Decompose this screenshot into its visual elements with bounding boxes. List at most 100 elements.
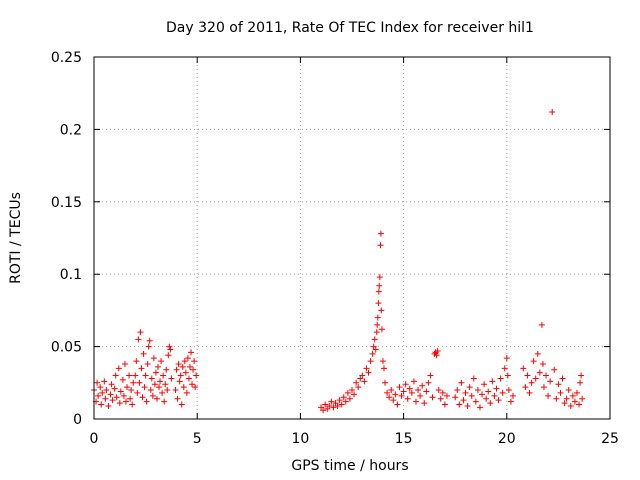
data-point [148,375,155,382]
data-point [417,392,424,399]
data-point [371,336,378,343]
data-point [553,395,560,402]
x-tick-label: 10 [291,431,309,447]
data-point [392,391,399,398]
data-point [117,388,124,395]
data-point [400,388,407,395]
data-point [377,242,384,249]
data-point [485,388,492,395]
data-point [380,365,387,372]
data-point [569,392,576,399]
data-point [547,378,554,385]
data-point [95,392,102,399]
data-point [145,343,152,350]
data-point [128,387,135,394]
data-point [326,402,333,409]
data-point [174,395,181,402]
data-point [365,369,372,376]
data-point [101,378,108,385]
data-point [408,389,415,396]
data-point [374,321,381,328]
data-point [154,363,161,370]
data-point [551,366,558,373]
data-point [481,381,488,388]
data-point [489,378,496,385]
data-point [361,378,368,385]
data-point [388,387,395,394]
data-point [142,372,149,379]
data-point [188,349,195,356]
data-point [97,384,104,391]
data-point [328,398,335,405]
data-point [540,384,547,391]
data-point [497,375,504,382]
data-point [476,404,483,411]
data-point [470,375,477,382]
data-point [573,389,580,396]
data-point [138,365,145,372]
data-point [141,384,148,391]
data-point [340,394,347,401]
data-point [334,402,341,409]
data-point [353,379,360,386]
chart-title: Day 320 of 2011, Rate Of TEC Index for r… [166,20,534,36]
data-point [559,375,566,382]
data-point [351,391,358,398]
data-point [192,384,199,391]
data-point [555,381,562,388]
x-axis-title: GPS time / hours [291,458,408,474]
data-point [119,376,126,383]
grid-lines [94,57,610,419]
y-tick-label: 0.15 [51,195,82,211]
data-point [108,381,115,388]
data-point [378,326,385,333]
data-point [376,282,383,289]
data-point [434,347,441,354]
data-point [439,389,446,396]
data-point [526,389,533,396]
data-point [493,385,500,392]
data-point [410,378,417,385]
data-point [567,402,574,409]
data-point [539,360,546,367]
data-point [149,392,156,399]
y-axis-title: ROTI / TECUs [8,192,24,284]
data-point [503,355,510,362]
data-point [132,372,139,379]
data-point [190,366,197,373]
data-point [166,343,173,350]
data-point [367,358,374,365]
data-point [143,398,150,405]
data-point [322,401,329,408]
data-point [534,350,541,357]
data-point [134,389,141,396]
data-point [163,366,170,373]
data-point [144,360,151,367]
data-point [349,387,355,394]
data-point [468,392,475,399]
data-point [454,387,461,394]
data-point [161,398,168,405]
data-point [425,379,432,386]
data-point [137,329,144,336]
y-tick-labels: 0 0.05 0.1 0.15 0.2 0.25 [51,50,82,428]
data-point [346,395,353,402]
data-point [336,397,343,404]
data-point [121,360,128,367]
data-point [182,369,189,376]
data-point [462,389,469,396]
data-point [109,397,116,404]
data-point [103,387,110,394]
data-point [156,384,163,391]
data-point [386,394,393,401]
data-point [185,375,192,382]
data-point [376,274,383,281]
data-point [177,372,184,379]
y-tick-label: 0.1 [60,267,82,283]
axis-ticks [93,56,611,420]
y-tick-label: 0.2 [60,122,82,138]
y-tick-label: 0.25 [51,50,82,66]
data-point [538,321,545,328]
data-point [375,300,382,307]
data-point [377,230,384,237]
